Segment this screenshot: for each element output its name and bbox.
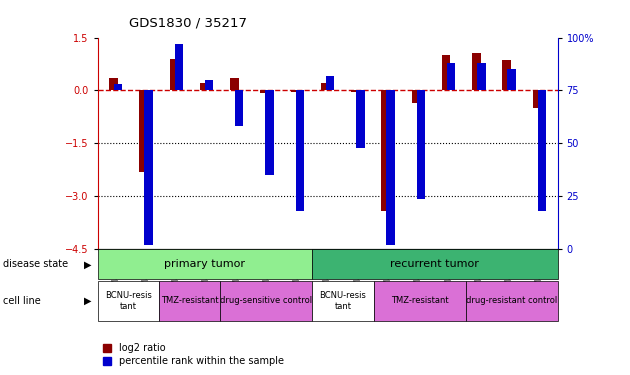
Text: recurrent tumor: recurrent tumor: [391, 260, 479, 269]
Bar: [351, 90, 360, 92]
Bar: [295, 90, 304, 211]
Bar: [442, 55, 450, 90]
Text: drug-resistant control: drug-resistant control: [466, 296, 557, 305]
Bar: [537, 90, 546, 211]
Bar: [466, 281, 558, 321]
Text: drug-sensitive control: drug-sensitive control: [220, 296, 312, 305]
Bar: [447, 63, 455, 90]
Bar: [175, 44, 183, 90]
Text: GDS1830 / 35217: GDS1830 / 35217: [129, 17, 247, 30]
Bar: [230, 78, 239, 90]
Bar: [477, 63, 486, 90]
Bar: [159, 281, 220, 321]
Bar: [312, 249, 558, 279]
Bar: [503, 60, 511, 90]
Bar: [265, 90, 274, 175]
Text: BCNU-resis
tant: BCNU-resis tant: [319, 291, 367, 310]
Bar: [290, 90, 299, 92]
Text: ▶: ▶: [84, 296, 91, 306]
Bar: [98, 249, 312, 279]
Bar: [235, 90, 243, 126]
Bar: [326, 76, 335, 90]
Bar: [507, 69, 516, 90]
Bar: [386, 90, 395, 245]
Text: BCNU-resis
tant: BCNU-resis tant: [105, 291, 152, 310]
Bar: [220, 281, 312, 321]
Bar: [139, 90, 148, 172]
Bar: [472, 53, 481, 90]
Bar: [533, 90, 541, 108]
Bar: [200, 83, 209, 90]
Bar: [144, 90, 152, 245]
Bar: [260, 90, 269, 93]
Text: primary tumor: primary tumor: [164, 260, 246, 269]
Bar: [169, 59, 178, 90]
Bar: [356, 90, 365, 148]
Bar: [374, 281, 466, 321]
Legend: log2 ratio, percentile rank within the sample: log2 ratio, percentile rank within the s…: [103, 344, 284, 366]
Bar: [312, 281, 374, 321]
Text: TMZ-resistant: TMZ-resistant: [161, 296, 219, 305]
Text: ▶: ▶: [84, 260, 91, 269]
Bar: [321, 83, 329, 90]
Bar: [205, 80, 213, 90]
Text: disease state: disease state: [3, 260, 68, 269]
Bar: [114, 84, 122, 90]
Bar: [98, 281, 159, 321]
Text: cell line: cell line: [3, 296, 41, 306]
Bar: [109, 78, 118, 90]
Text: TMZ-resistant: TMZ-resistant: [391, 296, 449, 305]
Bar: [416, 90, 425, 198]
Bar: [381, 90, 390, 210]
Bar: [412, 90, 420, 103]
